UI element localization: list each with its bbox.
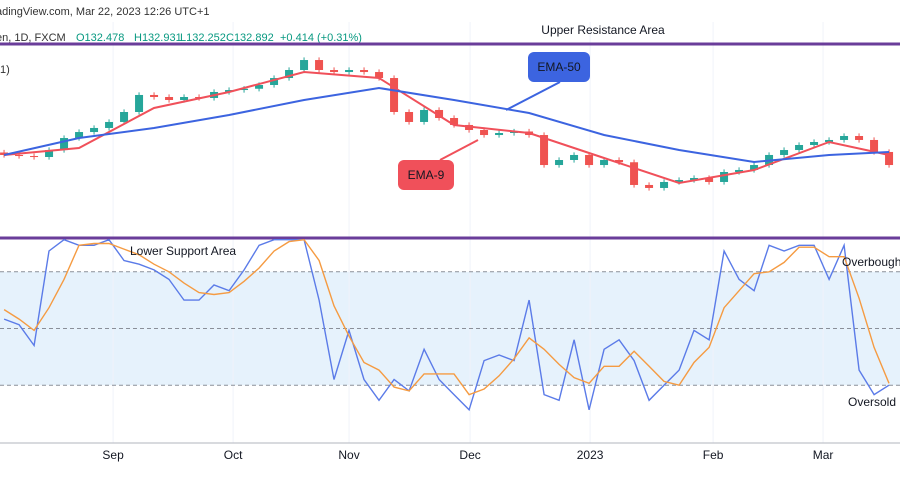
x-tick-label: Sep [102,448,124,462]
candle-body [735,169,744,172]
candle-body [855,136,864,140]
candle-body [570,154,579,160]
candle-body [645,184,654,188]
annotation: Upper Resistance Area [541,23,665,37]
candle-body [45,150,54,157]
candle-body [285,70,294,79]
callout-box [398,160,454,190]
x-tick-label: Mar [813,448,834,462]
candle-body [750,165,759,170]
candle-body [360,70,369,73]
source-text: adingView.com, Mar 22, 2023 12:26 UTC+1 [0,6,210,18]
callout-box [528,52,590,82]
candle-body [105,121,114,128]
stoch-line [3,238,890,396]
ohlc-low: L132.252 [180,32,226,44]
indicator-text: 1) [0,64,10,76]
ohlc-high: H132.931 [134,32,182,44]
ohlc-open: O132.478 [76,32,124,44]
candle-body [150,94,159,97]
candle-body [300,60,309,70]
candle-body [675,180,684,182]
candle-body [540,135,549,166]
candle-body [585,154,594,166]
candle-body [180,97,189,100]
candle-body [420,109,429,122]
candle-body [480,130,489,136]
annotation: Oversold [848,395,896,409]
candle-body [315,60,324,70]
x-tick-label: Dec [459,448,480,462]
candle-body [495,133,504,136]
candle-body [390,78,399,112]
candle-body [165,97,174,100]
symbol-text: en, 1D, FXCM [0,32,66,44]
annotation: Lower Support Area [130,244,236,258]
candle-body [270,78,279,85]
candle-body [60,138,69,151]
x-tick-label: Oct [224,448,243,462]
ema-line [4,70,890,185]
candle-body [660,181,669,188]
candle-body [870,139,879,152]
candle-body [450,118,459,125]
callout-arrow [505,81,561,111]
ohlc-change: +0.414 (+0.31%) [280,32,362,44]
candle-body [330,70,339,73]
callout-label: EMA-9 [408,168,445,182]
candle-body [690,178,699,181]
candle-body [810,142,819,145]
ema-line [3,86,890,164]
candle-body [15,154,24,157]
candle-body [90,127,99,133]
callout-label: EMA-50 [537,60,581,74]
candle-body [720,172,729,182]
candle-body [600,160,609,166]
candle-body [840,136,849,140]
candle-body [405,112,414,122]
x-tick-label: Feb [703,448,724,462]
candle-body [555,160,564,166]
callout-arrow [439,139,479,161]
stoch-line [3,238,890,412]
candle-body [435,109,444,118]
candle-body [135,94,144,112]
x-tick-label: Nov [338,448,359,462]
annotation: Overbough [842,255,900,269]
candle-body [75,132,84,139]
candle-body [630,162,639,185]
candle-body [255,85,264,89]
candle-body [120,112,129,122]
candle-body [30,156,39,158]
candle-body [240,88,249,91]
candle-body [0,152,9,155]
candle-body [375,72,384,79]
x-tick-label: 2023 [577,448,604,462]
ohlc-close: C132.892 [226,32,274,44]
candle-body [780,150,789,155]
candle-body [705,178,714,182]
candle-body [885,151,894,166]
candle-body [795,145,804,151]
candle-body [345,70,354,73]
candle-body [615,160,624,163]
